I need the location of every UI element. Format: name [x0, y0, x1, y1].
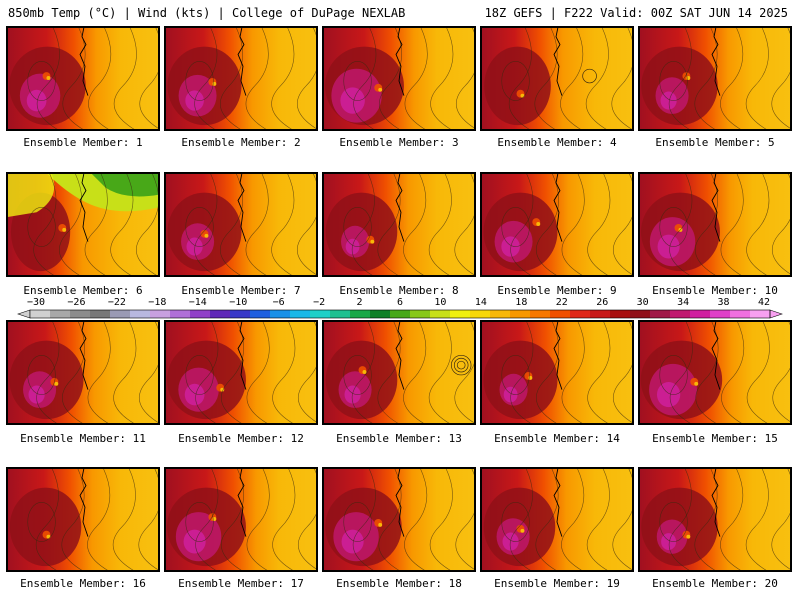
- colorbar-swatch: [570, 310, 591, 318]
- temperature-colorbar: [17, 309, 783, 319]
- ensemble-map-panel: [480, 172, 634, 277]
- colorbar-swatch: [490, 310, 511, 318]
- colorbar-swatch: [470, 310, 491, 318]
- colorbar-swatch: [550, 310, 571, 318]
- colorbar-swatch: [710, 310, 731, 318]
- ensemble-member-label: Ensemble Member: 19: [494, 577, 620, 590]
- colorbar-swatch: [150, 310, 171, 318]
- ensemble-member-label: Ensemble Member: 18: [336, 577, 462, 590]
- colorbar-tick-label: 34: [677, 297, 690, 308]
- colorbar-tick-label: 30: [636, 297, 649, 308]
- colorbar-tick-label: 22: [555, 297, 568, 308]
- colorbar-swatch: [130, 310, 151, 318]
- ensemble-map-panel: [6, 467, 160, 572]
- ensemble-member-label: Ensemble Member: 13: [336, 432, 462, 445]
- ensemble-member-label: Ensemble Member: 10: [652, 284, 778, 297]
- ensemble-map-panel: [164, 172, 318, 277]
- colorbar-tick-label: 10: [434, 297, 447, 308]
- ensemble-member-label: Ensemble Member: 7: [181, 284, 301, 297]
- ensemble-map-panel: [164, 26, 318, 131]
- colorbar-tick-label: −30: [26, 297, 46, 308]
- colorbar-swatch: [190, 310, 211, 318]
- colorbar-swatch: [610, 310, 631, 318]
- colorbar-tick-label: 18: [515, 297, 528, 308]
- ensemble-map-panel: [164, 320, 318, 425]
- colorbar-swatch: [290, 310, 311, 318]
- colorbar-swatch: [430, 310, 451, 318]
- colorbar-tick-label: −14: [188, 297, 207, 308]
- colorbar-swatch: [210, 310, 231, 318]
- ensemble-member-label: Ensemble Member: 16: [20, 577, 146, 590]
- ensemble-member-label: Ensemble Member: 5: [655, 136, 775, 149]
- ensemble-member-label: Ensemble Member: 1: [23, 136, 143, 149]
- ensemble-member-label: Ensemble Member: 11: [20, 432, 146, 445]
- ensemble-member-label: Ensemble Member: 8: [339, 284, 459, 297]
- colorbar-tick-label: 2: [356, 297, 363, 308]
- ensemble-map-panel: [638, 172, 792, 277]
- colorbar-swatch: [230, 310, 251, 318]
- colorbar-swatch: [270, 310, 291, 318]
- colorbar-swatch: [90, 310, 111, 318]
- colorbar-swatch: [730, 310, 751, 318]
- colorbar-tick-label: −10: [229, 297, 248, 308]
- ensemble-map-panel: [638, 467, 792, 572]
- ensemble-map-panel: [322, 467, 476, 572]
- colorbar-tick-label: 38: [717, 297, 730, 308]
- colorbar-tick-label: 14: [474, 297, 487, 308]
- colorbar-swatch: [370, 310, 391, 318]
- ensemble-member-label: Ensemble Member: 12: [178, 432, 304, 445]
- ensemble-map-panel: [322, 172, 476, 277]
- ensemble-map-panel: [322, 26, 476, 131]
- colorbar-tick-label: 42: [757, 297, 771, 308]
- colorbar-tick-label: −2: [313, 297, 326, 308]
- colorbar-swatch: [310, 310, 331, 318]
- ensemble-member-label: Ensemble Member: 6: [23, 284, 143, 297]
- colorbar-swatch: [390, 310, 411, 318]
- colorbar-swatch: [670, 310, 691, 318]
- colorbar-swatch: [110, 310, 131, 318]
- ensemble-map-panel: [322, 320, 476, 425]
- ensemble-member-label: Ensemble Member: 3: [339, 136, 459, 149]
- ensemble-member-label: Ensemble Member: 15: [652, 432, 778, 445]
- colorbar-tick-label: −22: [107, 297, 126, 308]
- colorbar-swatch: [70, 310, 91, 318]
- colorbar-swatch: [350, 310, 371, 318]
- ensemble-member-label: Ensemble Member: 4: [497, 136, 617, 149]
- colorbar-swatch: [330, 310, 351, 318]
- ensemble-member-label: Ensemble Member: 14: [494, 432, 620, 445]
- colorbar-swatch: [450, 310, 471, 318]
- ensemble-map-panel: [6, 26, 160, 131]
- ensemble-map-panel: [638, 26, 792, 131]
- colorbar-swatch: [590, 310, 611, 318]
- colorbar-tick-label: −6: [272, 297, 285, 308]
- ensemble-member-label: Ensemble Member: 9: [497, 284, 617, 297]
- model-run-label: 18Z GEFS | F222 Valid: 00Z SAT JUN 14 20…: [484, 6, 788, 20]
- colorbar-tick-label: 26: [596, 297, 609, 308]
- colorbar-swatch: [50, 310, 71, 318]
- ensemble-map-panel: [6, 320, 160, 425]
- colorbar-tick-label: 6: [396, 297, 404, 308]
- colorbar-swatch: [650, 310, 671, 318]
- ensemble-map-panel: [638, 320, 792, 425]
- ensemble-member-label: Ensemble Member: 2: [181, 136, 301, 149]
- ensemble-map-panel: [480, 467, 634, 572]
- colorbar-tick-label: −18: [148, 297, 167, 308]
- colorbar-swatch: [530, 310, 551, 318]
- colorbar-tick-label: −26: [67, 297, 86, 308]
- colorbar-swatch: [250, 310, 271, 318]
- ensemble-map-panel: [164, 467, 318, 572]
- colorbar-swatch: [510, 310, 531, 318]
- colorbar-swatch: [170, 310, 191, 318]
- chart-title: 850mb Temp (°C) | Wind (kts) | College o…: [8, 6, 406, 20]
- colorbar-swatch: [410, 310, 431, 318]
- ensemble-member-label: Ensemble Member: 20: [652, 577, 778, 590]
- colorbar-swatch: [30, 310, 51, 318]
- ensemble-map-panel: [480, 26, 634, 131]
- colorbar-swatch: [690, 310, 711, 318]
- colorbar-swatch: [750, 310, 771, 318]
- ensemble-map-panel: [480, 320, 634, 425]
- ensemble-member-label: Ensemble Member: 17: [178, 577, 304, 590]
- colorbar-swatch: [630, 310, 651, 318]
- ensemble-map-panel: [6, 172, 160, 277]
